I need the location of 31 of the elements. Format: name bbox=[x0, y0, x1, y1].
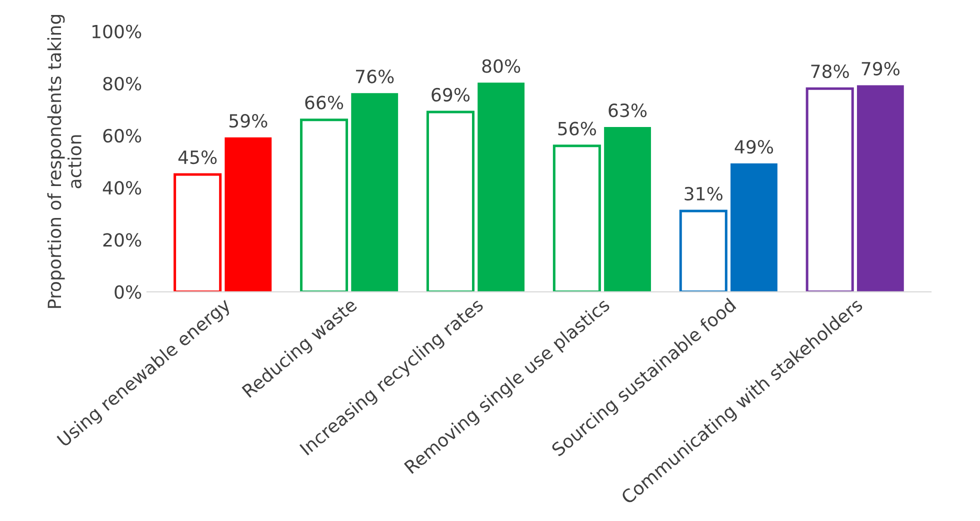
bar bbox=[478, 82, 525, 292]
y-axis-title: Proportion of respondents taking action bbox=[47, 15, 82, 308]
bar bbox=[174, 173, 222, 292]
data-label: 63% bbox=[608, 104, 647, 118]
bar bbox=[730, 163, 778, 292]
bar bbox=[552, 144, 601, 292]
bar bbox=[300, 118, 348, 292]
data-label: 49% bbox=[734, 140, 774, 154]
data-label: 69% bbox=[432, 88, 470, 102]
bar bbox=[679, 210, 728, 292]
data-label: 59% bbox=[229, 114, 268, 128]
bar bbox=[856, 85, 904, 292]
data-label: 79% bbox=[862, 62, 900, 76]
bar bbox=[604, 126, 651, 292]
bar bbox=[426, 110, 474, 292]
data-label: 66% bbox=[305, 96, 344, 110]
y-tick-label: 100% bbox=[92, 24, 142, 38]
y-tick-label: 20% bbox=[103, 233, 142, 247]
data-label: 76% bbox=[356, 70, 394, 84]
data-label: 78% bbox=[811, 64, 849, 78]
y-tick-label: 40% bbox=[102, 181, 142, 195]
bar bbox=[224, 137, 272, 292]
data-label: 31% bbox=[684, 186, 722, 201]
data-label: 45% bbox=[178, 150, 217, 164]
bar bbox=[806, 87, 854, 292]
y-tick-label: 80% bbox=[103, 76, 142, 90]
bar bbox=[351, 93, 398, 292]
y-tick-label: 60% bbox=[103, 128, 142, 143]
data-label: 56% bbox=[558, 122, 596, 136]
data-label: 80% bbox=[482, 59, 520, 73]
y-tick-label: 0% bbox=[114, 285, 142, 299]
